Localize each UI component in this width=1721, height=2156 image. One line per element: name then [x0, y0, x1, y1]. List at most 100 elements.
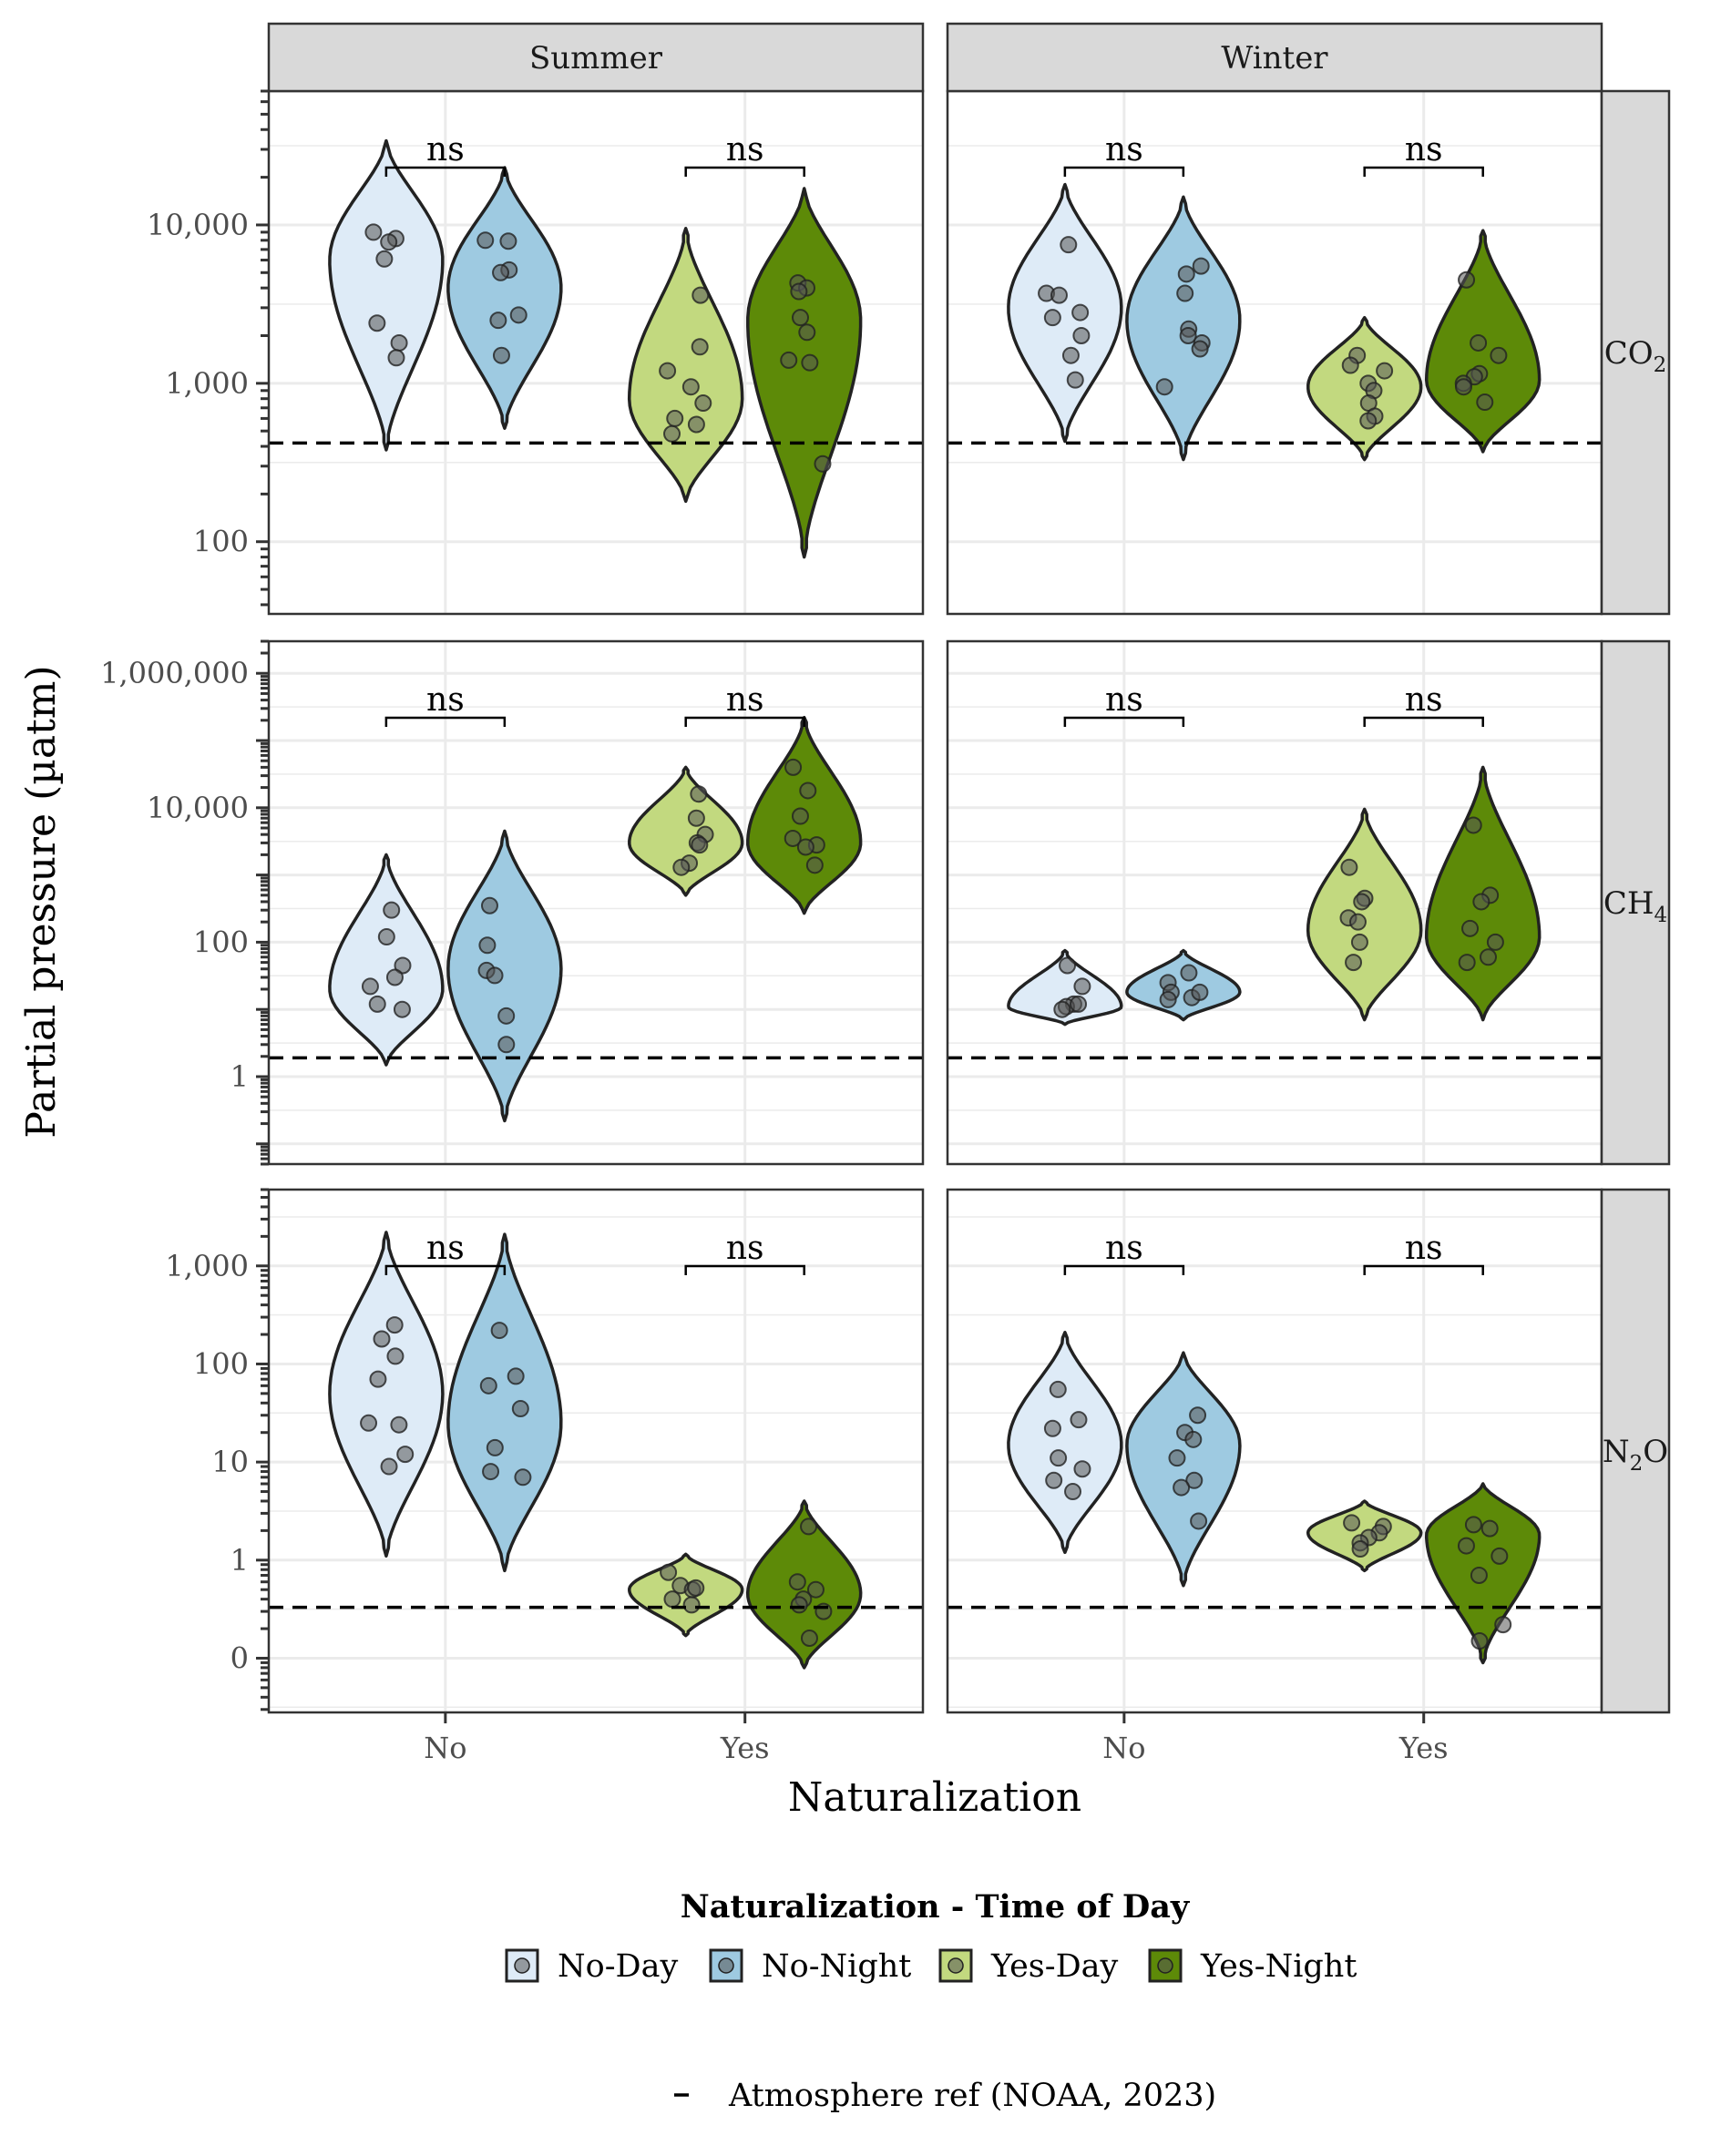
data-point — [691, 338, 709, 356]
data-point — [509, 306, 528, 324]
violin-no-day — [1007, 1331, 1123, 1555]
data-point — [687, 1579, 705, 1597]
panel-3: ns ns — [948, 681, 1602, 1060]
data-point — [1494, 1616, 1512, 1634]
data-point — [691, 286, 710, 304]
data-point — [1060, 236, 1078, 254]
strip-label-summer: Summer — [529, 40, 663, 77]
y-tick-label: 100 — [193, 1346, 249, 1381]
data-point — [478, 936, 497, 955]
data-point — [790, 282, 808, 301]
data-point — [499, 232, 517, 250]
data-point — [1470, 1566, 1488, 1584]
data-point — [492, 263, 510, 281]
data-point — [784, 758, 803, 776]
data-point — [1050, 286, 1068, 304]
data-point — [1350, 933, 1368, 951]
panel-5: ns ns — [948, 1230, 1602, 1665]
data-point — [1043, 309, 1061, 327]
data-point — [780, 351, 798, 369]
data-point — [385, 968, 404, 986]
data-point — [1454, 378, 1472, 396]
data-point — [368, 995, 386, 1013]
data-point — [360, 1414, 378, 1432]
y-tick-label: 0 — [230, 1640, 249, 1675]
y-tick-label: 1,000,000 — [100, 656, 249, 690]
data-point — [1476, 393, 1494, 412]
data-point — [1340, 858, 1358, 876]
data-point — [1192, 257, 1210, 275]
data-point — [784, 829, 802, 847]
data-point — [694, 394, 712, 413]
x-tick-label: Yes — [1398, 1731, 1449, 1765]
violin-yes-night — [746, 187, 863, 559]
data-point — [1353, 893, 1371, 911]
data-point — [1059, 956, 1077, 975]
violin-yes-day — [628, 765, 744, 897]
data-point — [1066, 371, 1084, 389]
data-point — [1049, 1380, 1067, 1398]
data-point — [672, 858, 691, 876]
y-tick-label: 1 — [230, 1543, 249, 1578]
strip-label-gas: CO2 — [1604, 335, 1667, 377]
significance-label: ns — [426, 1230, 465, 1267]
data-point — [386, 1347, 405, 1365]
significance-label: ns — [726, 1230, 764, 1267]
significance-label: ns — [1405, 131, 1443, 169]
data-point — [489, 312, 507, 330]
data-point — [394, 956, 412, 975]
data-point — [791, 309, 809, 327]
data-point — [800, 1517, 818, 1536]
data-point — [687, 809, 705, 827]
data-point — [1480, 1519, 1499, 1538]
data-point — [1190, 1512, 1208, 1530]
significance-bracket — [384, 166, 507, 177]
x-tick-label: Yes — [720, 1731, 770, 1765]
data-point — [1191, 983, 1209, 1001]
data-point — [380, 1457, 398, 1476]
data-point — [1177, 265, 1195, 283]
significance-label: ns — [426, 131, 465, 169]
data-point — [369, 1370, 387, 1388]
data-point — [486, 966, 504, 985]
data-point — [1043, 1419, 1061, 1437]
data-point — [476, 231, 495, 250]
data-point — [480, 896, 498, 915]
y-axis-title: Partial pressure (µatm) — [18, 665, 65, 1138]
data-point — [1053, 1000, 1071, 1018]
strip-top — [267, 22, 925, 93]
data-point — [1045, 1471, 1063, 1489]
legend-key-point — [514, 1957, 530, 1974]
data-point — [1376, 362, 1394, 380]
data-point — [1345, 954, 1363, 972]
legend-title: Naturalization - Time of Day — [681, 1888, 1191, 1926]
significance-bracket — [1063, 166, 1185, 177]
data-point — [486, 1438, 504, 1456]
data-point — [375, 250, 394, 268]
legend-key-point — [948, 1957, 964, 1974]
data-point — [663, 424, 681, 443]
significance-bracket — [684, 166, 805, 177]
data-point — [514, 1468, 532, 1487]
strip-label-gas: CH4 — [1603, 885, 1667, 927]
y-tick-label: 10,000 — [147, 208, 249, 242]
strip-label-gas: N2O — [1603, 1434, 1668, 1476]
data-point — [1458, 271, 1476, 289]
data-point — [482, 1463, 500, 1481]
strip-top — [946, 22, 1603, 93]
data-point — [1464, 1516, 1482, 1534]
data-point — [1072, 326, 1091, 344]
data-point — [1064, 1483, 1082, 1501]
y-tick-label: 100 — [193, 925, 249, 959]
panel-1: ns ns — [948, 131, 1602, 462]
strip-right — [1600, 639, 1671, 1166]
significance-label: ns — [426, 681, 465, 719]
legend-item-label: Yes-Night — [1200, 1948, 1357, 1985]
data-point — [1490, 346, 1508, 364]
data-point — [796, 838, 814, 856]
significance-bracket — [1363, 716, 1484, 727]
data-point — [1470, 1632, 1489, 1650]
data-point — [1341, 356, 1359, 374]
data-point — [507, 1367, 525, 1385]
data-point — [1191, 340, 1209, 358]
